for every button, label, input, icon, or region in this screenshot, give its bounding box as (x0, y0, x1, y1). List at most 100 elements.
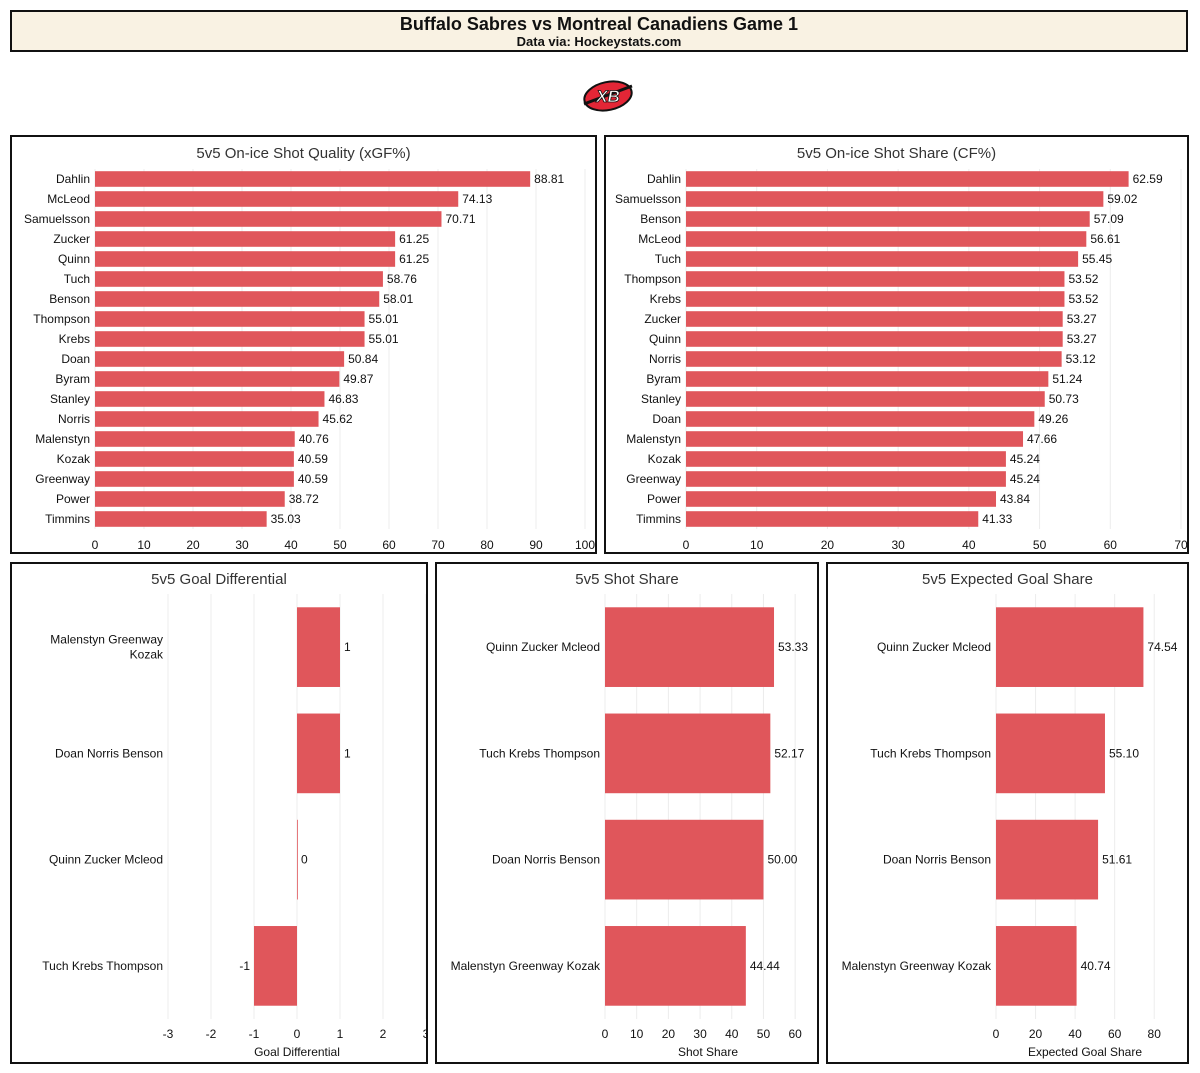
data-label: 47.66 (1027, 432, 1057, 446)
cf-chart-panel: 0 10 20 30 40 50 60 70 5v5 On-ice Shot Share (CF… (604, 135, 1189, 554)
x-tick-label: 40 (962, 538, 976, 552)
data-label: 40.76 (299, 432, 329, 446)
x-tick-label: 0 (683, 538, 690, 552)
category-label: Doan Norris Benson (492, 853, 600, 867)
x-tick-label: 10 (750, 538, 764, 552)
data-label: 45.24 (1010, 472, 1040, 486)
bar (95, 331, 365, 347)
bar (297, 819, 298, 900)
chart-title: 5v5 Shot Share (575, 571, 678, 588)
category-label: Norris (649, 352, 681, 366)
category-label: Tuch Krebs Thompson (479, 746, 600, 760)
bar (996, 926, 1077, 1006)
bar (686, 451, 1006, 467)
data-label: 40.74 (1081, 959, 1111, 973)
x-tick-label: -3 (163, 1027, 174, 1041)
x-tick-label: 3 (423, 1027, 426, 1041)
bar (605, 713, 771, 794)
category-label: Tuch Krebs Thompson (870, 746, 991, 760)
x-axis-label: Shot Share (678, 1045, 738, 1059)
category-label: Dahlin (56, 172, 90, 186)
category-label: Quinn Zucker Mcleod (486, 640, 600, 654)
x-tick-label: 90 (529, 538, 543, 552)
data-label: 50.73 (1049, 392, 1079, 406)
category-label: Greenway (35, 472, 90, 486)
bar (686, 291, 1065, 307)
data-label: 51.24 (1052, 372, 1082, 386)
category-label: Quinn Zucker Mcleod (49, 853, 163, 867)
data-label: 35.03 (271, 512, 301, 526)
data-label: 1 (344, 746, 351, 760)
category-label: Quinn (58, 252, 90, 266)
goal-differential-chart-panel: -3 -2 -1 0 1 2 3 5v5 Goal Differential Goal Diff… (10, 562, 428, 1064)
x-tick-label: 40 (1068, 1027, 1082, 1041)
chart-subtitle: Data via: Hockeystats.com (516, 34, 682, 49)
x-tick-label: 60 (382, 538, 396, 552)
bar (95, 291, 380, 307)
bar (95, 511, 267, 527)
x-tick-label: 60 (788, 1027, 802, 1041)
bar (297, 607, 340, 687)
bar (95, 371, 340, 387)
bar (686, 171, 1129, 187)
data-label: 0 (301, 853, 308, 867)
category-label: Tuch (64, 272, 90, 286)
x-tick-label: 20 (662, 1027, 676, 1041)
chart-title: Buffalo Sabres vs Montreal Canadiens Gam… (399, 14, 799, 34)
bar (605, 926, 746, 1006)
bar (95, 451, 294, 467)
shot-share-chart: 0 10 20 30 40 50 60 5v5 Shot Share Shot Share Qui… (451, 571, 809, 1059)
data-label: 46.83 (328, 392, 358, 406)
category-label: McLeod (638, 232, 681, 246)
category-label: Timmins (45, 512, 90, 526)
category-label: Timmins (636, 512, 681, 526)
shot-share-chart-panel: 0 10 20 30 40 50 60 5v5 Shot Share Shot Share Qui… (435, 562, 819, 1064)
category-label: Malenstyn Greenway Kozak (451, 959, 601, 973)
data-label: 59.02 (1107, 192, 1137, 206)
x-tick-label: 0 (294, 1027, 301, 1041)
bar (95, 211, 442, 227)
bar (686, 391, 1045, 407)
x-tick-label: 10 (630, 1027, 644, 1041)
chart-title: 5v5 On-ice Shot Quality (xGF%) (196, 145, 410, 162)
bar (95, 311, 365, 327)
category-label: Samuelsson (24, 212, 90, 226)
category-label: Power (56, 492, 90, 506)
data-label: 53.33 (778, 640, 808, 654)
category-label: Kozak (57, 452, 91, 466)
data-label: 53.27 (1067, 332, 1097, 346)
x-tick-label: -1 (249, 1027, 260, 1041)
data-label: 61.25 (399, 252, 429, 266)
data-label: 50.00 (767, 853, 797, 867)
data-label: 53.52 (1068, 272, 1098, 286)
data-label: 70.71 (445, 212, 475, 226)
x-tick-label: -2 (206, 1027, 217, 1041)
category-label: Kozak (648, 452, 682, 466)
x-tick-label: 50 (757, 1027, 771, 1041)
bar (254, 926, 297, 1006)
bar (95, 391, 325, 407)
data-label: 55.01 (369, 312, 399, 326)
xgf-chart: 0 10 20 30 40 50 60 70 80 90 100 5v5 On-ice Shot Qu… (24, 145, 595, 552)
data-label: 45.24 (1010, 452, 1040, 466)
category-label: Quinn Zucker Mcleod (877, 640, 991, 654)
data-label: 44.44 (750, 959, 780, 973)
category-label: Benson (49, 292, 90, 306)
bar (297, 713, 340, 794)
data-label: 51.61 (1102, 853, 1132, 867)
data-label: 74.13 (462, 192, 492, 206)
bar (95, 191, 459, 207)
data-label: 52.17 (774, 746, 804, 760)
x-tick-label: 0 (993, 1027, 1000, 1041)
bar (95, 351, 345, 367)
data-label: 43.84 (1000, 492, 1030, 506)
goal-differential-chart: -3 -2 -1 0 1 2 3 5v5 Goal Differential Goal Diff… (42, 571, 426, 1059)
category-label: Dahlin (647, 172, 681, 186)
bar (95, 251, 396, 267)
data-label: 61.25 (399, 232, 429, 246)
bar (996, 607, 1144, 687)
x-axis-label: Goal Differential (254, 1045, 340, 1059)
x-tick-label: 20 (821, 538, 835, 552)
bar (95, 431, 295, 447)
x-tick-label: 30 (693, 1027, 707, 1041)
